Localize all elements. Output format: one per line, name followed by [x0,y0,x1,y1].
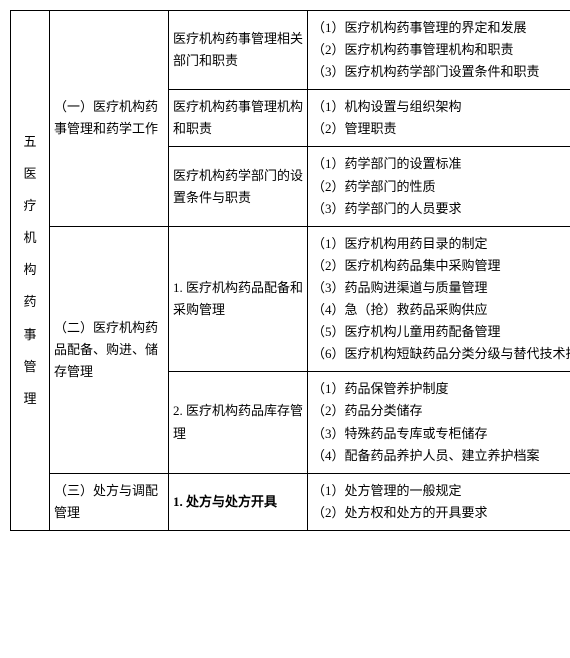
section-3-line1: （三）处方与调配 [54,480,164,502]
item-text: （2）医疗机构药品集中采购管理 [312,255,570,277]
chapter-cell: 五 医 疗 机 构 药 事 管 理 [11,11,50,531]
chapter-char: 医 [23,163,36,185]
item-text: （1）机构设置与组织架构 [312,96,570,118]
item-text: （6）医疗机构短缺药品分类分级与替代技术指南 [312,343,570,365]
chapter-char: 疗 [23,195,36,217]
chapter-char: 事 [23,324,36,346]
item-text: （5）医疗机构儿童用药配备管理 [312,321,570,343]
sub-1c-title: 医疗机构药学部门的设置条件与职责 [169,147,308,226]
chapter-number: 五 [23,131,36,153]
sub-1c-items: （1）药学部门的设置标准 （2）药学部门的性质 （3）药学部门的人员要求 [308,147,570,226]
item-text: （4）急（抢）救药品采购供应 [312,299,570,321]
chapter-char: 理 [23,388,36,410]
item-text: （3）特殊药品专库或专柜储存 [312,423,570,445]
sub-1b-title: 医疗机构药事管理机构和职责 [169,90,308,147]
sub-1a-title: 医疗机构药事管理相关部门和职责 [169,11,308,90]
chapter-char: 药 [23,291,36,313]
section-1-title: （一）医疗机构药事管理和药学工作 [50,11,169,227]
chapter-char: 机 [23,227,36,249]
chapter-char: 管 [23,356,36,378]
section-3-line2: 管理 [54,502,164,524]
sub-2b-title: 2. 医疗机构药品库存管理 [169,372,308,473]
sub-3a-title: 1. 处方与处方开具 [169,473,308,530]
item-text: （1）处方管理的一般规定 [312,480,570,502]
item-text: （3）药学部门的人员要求 [312,198,570,220]
item-text: （3）药品购进渠道与质量管理 [312,277,570,299]
item-text: （4）配备药品养护人员、建立养护档案 [312,445,570,467]
item-text: （1）药学部门的设置标准 [312,153,570,175]
sub-1a-items: （1）医疗机构药事管理的界定和发展 （2）医疗机构药事管理机构和职责 （3）医疗… [308,11,570,90]
sub-1b-items: （1）机构设置与组织架构 （2）管理职责 [308,90,570,147]
sub-2a-title: 1. 医疗机构药品配备和采购管理 [169,226,308,372]
item-text: （1）医疗机构用药目录的制定 [312,233,570,255]
sub-3a-items: （1）处方管理的一般规定 （2）处方权和处方的开具要求 [308,473,570,530]
section-2-title: （二）医疗机构药品配备、购进、储存管理 [50,226,169,473]
outline-table: 五 医 疗 机 构 药 事 管 理 （一）医疗机构药事管理和药学工作 医疗机构药… [10,10,570,531]
item-text: （1）药品保管养护制度 [312,378,570,400]
item-text: （2）医疗机构药事管理机构和职责 [312,39,570,61]
section-3-title: （三）处方与调配 管理 [50,473,169,530]
item-text: （1）医疗机构药事管理的界定和发展 [312,17,570,39]
item-text: （3）医疗机构药学部门设置条件和职责 [312,61,570,83]
chapter-label: 五 医 疗 机 构 药 事 管 理 [15,131,45,410]
item-text: （2）处方权和处方的开具要求 [312,502,570,524]
sub-2b-items: （1）药品保管养护制度 （2）药品分类储存 （3）特殊药品专库或专柜储存 （4）… [308,372,570,473]
item-text: （2）药学部门的性质 [312,176,570,198]
item-text: （2）管理职责 [312,118,570,140]
item-text: （2）药品分类储存 [312,400,570,422]
sub-2a-items: （1）医疗机构用药目录的制定 （2）医疗机构药品集中采购管理 （3）药品购进渠道… [308,226,570,372]
chapter-char: 构 [23,259,36,281]
